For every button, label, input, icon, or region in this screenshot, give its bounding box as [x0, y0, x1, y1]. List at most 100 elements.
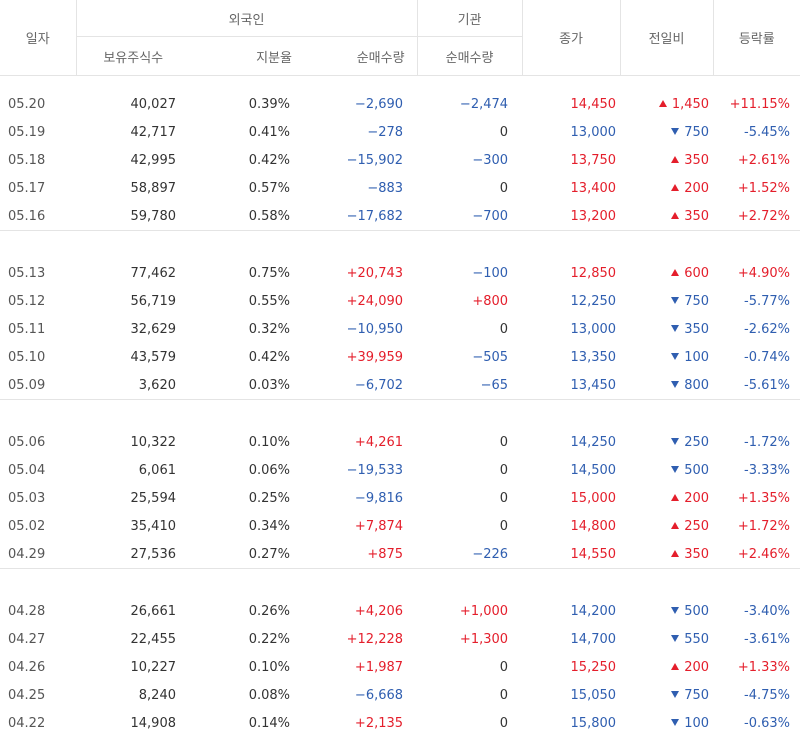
institution-net-cell: −226: [472, 546, 509, 562]
holdings-cell: 42,717: [130, 124, 177, 140]
triangle-down-icon: [671, 296, 680, 304]
ratio-cell: 0.14%: [248, 715, 290, 731]
change-cell: 100: [620, 709, 713, 737]
close-price-cell: 13,200: [570, 208, 617, 224]
holdings-cell: 6,061: [138, 462, 176, 478]
change-cell: 250: [620, 428, 713, 456]
ratio-cell: 0.22%: [248, 631, 290, 647]
foreign-net-cell: −9,816: [354, 490, 404, 506]
table-row: 05.06 10,322 0.10% +4,261 0 14,250 250 -1.72%: [0, 428, 800, 456]
foreign-net-cell: −883: [367, 180, 404, 196]
triangle-down-icon: [671, 606, 680, 614]
holdings-cell: 59,780: [130, 208, 177, 224]
col-ratio-header: 지분율: [190, 36, 304, 76]
table-row: 05.20 40,027 0.39% −2,690 −2,474 14,450 1,450 +…: [0, 90, 800, 118]
triangle-up-icon: [671, 521, 680, 529]
holdings-cell: 27,536: [130, 546, 177, 562]
institution-net-cell: 0: [499, 715, 509, 731]
change-value: 250: [684, 434, 710, 450]
change-value: 250: [684, 518, 710, 534]
table-row: 05.19 42,717 0.41% −278 0 13,000 750 -5.45%: [0, 118, 800, 146]
col-institution-net-header: 순매수량: [416, 36, 523, 76]
change-cell: 200: [620, 174, 713, 202]
ratio-cell: 0.10%: [248, 434, 290, 450]
ratio-cell: 0.34%: [248, 518, 290, 534]
group-divider: [0, 568, 800, 597]
change-cell: 600: [620, 259, 713, 287]
institution-net-cell: +800: [472, 293, 509, 309]
ratio-cell: 0.41%: [248, 124, 290, 140]
foreign-net-cell: +20,743: [346, 265, 404, 281]
ratio-cell: 0.27%: [248, 546, 290, 562]
date-cell: 04.28: [8, 603, 46, 619]
change-cell: 500: [620, 456, 713, 484]
ratio-cell: 0.10%: [248, 659, 290, 675]
date-cell: 05.10: [8, 349, 46, 365]
change-value: 350: [684, 546, 710, 562]
institution-net-cell: 0: [499, 687, 509, 703]
ratio-cell: 0.25%: [248, 490, 290, 506]
table-row: 05.11 32,629 0.32% −10,950 0 13,000 350 -2.62%: [0, 315, 800, 343]
foreign-net-cell: +39,959: [346, 349, 404, 365]
close-price-cell: 13,450: [570, 377, 617, 393]
triangle-down-icon: [671, 634, 680, 642]
change-value: 100: [684, 349, 710, 365]
change-value: 500: [684, 603, 710, 619]
triangle-up-icon: [658, 99, 667, 107]
holdings-cell: 14,908: [130, 715, 177, 731]
change-cell: 750: [620, 118, 713, 146]
change-cell: 350: [620, 315, 713, 343]
col-close-header: 종가: [521, 0, 621, 76]
institution-net-cell: −300: [472, 152, 509, 168]
holdings-cell: 35,410: [130, 518, 177, 534]
date-cell: 04.29: [8, 546, 46, 562]
date-cell: 05.19: [8, 124, 46, 140]
holdings-cell: 26,661: [130, 603, 177, 619]
change-value: 500: [684, 462, 710, 478]
ratio-cell: 0.08%: [248, 687, 290, 703]
col-holdings-header: 보유주식수: [75, 36, 190, 76]
holdings-cell: 25,594: [130, 490, 177, 506]
change-cell: 100: [620, 343, 713, 371]
ratio-cell: 0.57%: [248, 180, 290, 196]
close-price-cell: 13,400: [570, 180, 617, 196]
rate-cell: -0.63%: [744, 715, 791, 731]
table-row: 05.09 3,620 0.03% −6,702 −65 13,450 800 -5.61%: [0, 371, 800, 400]
triangle-down-icon: [671, 718, 680, 726]
ratio-cell: 0.03%: [248, 377, 290, 393]
date-cell: 05.20: [8, 96, 46, 112]
change-cell: 1,450: [620, 90, 713, 118]
ratio-cell: 0.26%: [248, 603, 290, 619]
date-cell: 05.03: [8, 490, 46, 506]
date-cell: 05.02: [8, 518, 46, 534]
date-cell: 04.26: [8, 659, 46, 675]
table-row: 05.16 59,780 0.58% −17,682 −700 13,200 350 +2.7…: [0, 202, 800, 231]
triangle-up-icon: [671, 493, 680, 501]
close-price-cell: 12,850: [570, 265, 617, 281]
change-cell: 200: [620, 484, 713, 512]
rate-cell: +2.61%: [737, 152, 791, 168]
triangle-down-icon: [671, 380, 680, 388]
table-row: 05.18 42,995 0.42% −15,902 −300 13,750 350 +2.6…: [0, 146, 800, 174]
change-cell: 800: [620, 371, 713, 400]
close-price-cell: 14,700: [570, 631, 617, 647]
col-date-header: 일자: [0, 0, 76, 76]
date-cell: 05.12: [8, 293, 46, 309]
rate-cell: -0.74%: [744, 349, 791, 365]
date-cell: 05.06: [8, 434, 46, 450]
rate-cell: -3.40%: [744, 603, 791, 619]
rate-cell: +2.72%: [737, 208, 791, 224]
foreign-net-cell: +12,228: [346, 631, 404, 647]
change-value: 800: [684, 377, 710, 393]
rate-cell: +2.46%: [737, 546, 791, 562]
triangle-down-icon: [671, 690, 680, 698]
foreign-net-cell: +4,206: [354, 603, 404, 619]
institution-net-cell: 0: [499, 462, 509, 478]
holdings-cell: 56,719: [130, 293, 177, 309]
holdings-cell: 10,227: [130, 659, 177, 675]
institution-net-cell: +1,300: [459, 631, 509, 647]
change-cell: 750: [620, 681, 713, 709]
date-cell: 04.27: [8, 631, 46, 647]
table-row: 04.22 14,908 0.14% +2,135 0 15,800 100 -0.63%: [0, 709, 800, 737]
top-spacer: [0, 76, 800, 91]
